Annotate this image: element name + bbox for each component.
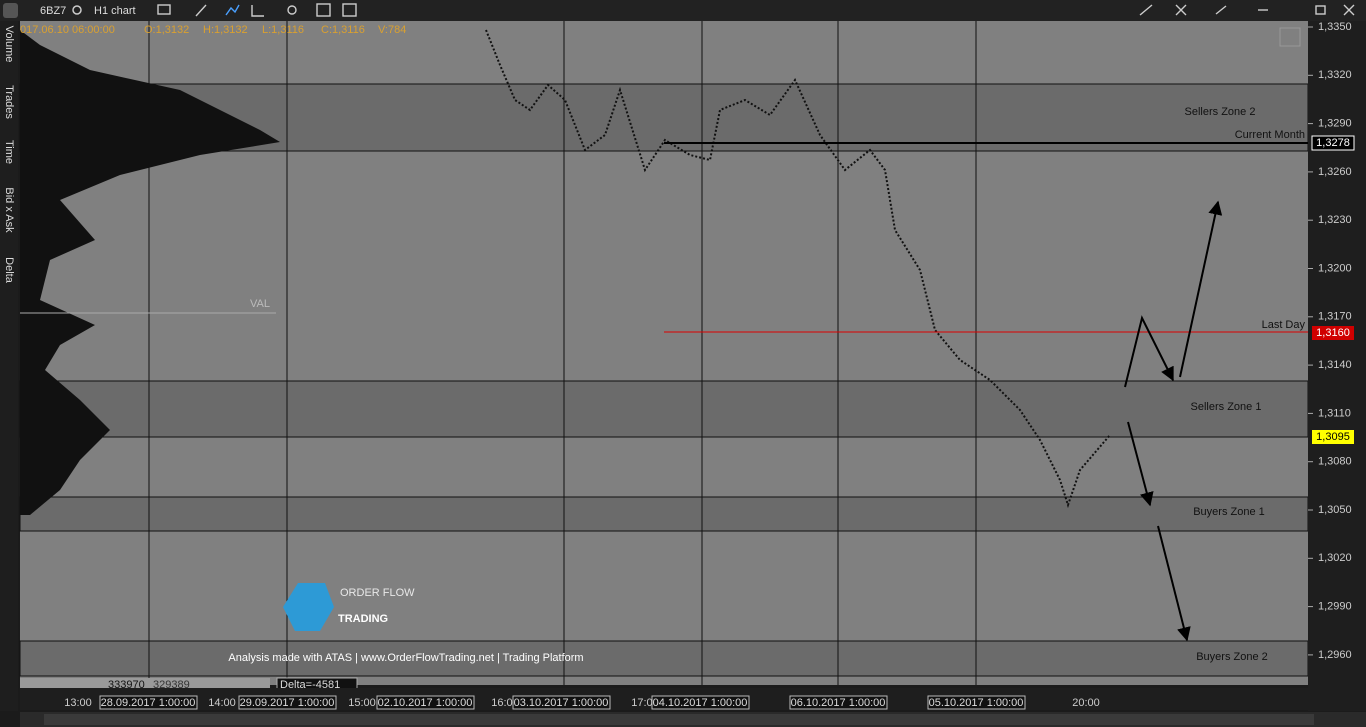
date-label: 05.10.2017 1:00:00 (929, 697, 1024, 709)
current-month-price: 1,3278 (1316, 137, 1350, 149)
side-tab[interactable]: Trades (3, 85, 15, 119)
price-label: 1,3320 (1318, 69, 1352, 81)
price-path (485, 29, 1111, 509)
last-day-price: 1,3160 (1316, 327, 1350, 339)
marker-box (1312, 326, 1354, 340)
date-label: 28.09.2017 1:00:00 (101, 697, 196, 709)
side-tab[interactable]: Time (3, 140, 15, 164)
date-box (512, 695, 611, 710)
price-label: 1,3350 (1318, 21, 1352, 33)
delta: Delta=-4581 (280, 679, 340, 691)
scroll-thumb[interactable] (44, 714, 1314, 725)
app-logo[interactable] (3, 3, 18, 18)
date-box (376, 695, 475, 710)
time-label: 16:00 (491, 697, 519, 709)
last-day-label: Last Day (1262, 319, 1306, 331)
ohlc-info: O:1,3132 (144, 24, 189, 36)
date-box (789, 695, 888, 710)
watermark-logo (283, 583, 334, 631)
date-box (651, 695, 750, 710)
last-price: 1,3095 (1316, 431, 1350, 443)
toolbar (0, 0, 1366, 21)
scroll-end-button[interactable] (1279, 27, 1301, 47)
date-label: 06.10.2017 1:00:00 (791, 697, 886, 709)
price-label: 1,3110 (1318, 407, 1351, 419)
price-label: 1,3140 (1318, 359, 1352, 371)
date-label: 03.10.2017 1:00:00 (514, 697, 609, 709)
date-box (927, 695, 1026, 710)
marker-box (1311, 135, 1355, 151)
price-label: 1,3020 (1318, 552, 1352, 564)
current-month-label: Current Month (1235, 129, 1305, 141)
zone-label: Sellers Zone 1 (1191, 401, 1262, 413)
date-label: 29.09.2017 1:00:00 (240, 697, 335, 709)
zone-label: Sellers Zone 2 (1185, 106, 1256, 118)
ohlc-info: C:1,3116 (321, 24, 365, 36)
time-label: 15:00 (348, 697, 376, 709)
val-label: VAL (250, 298, 270, 310)
volume-profile (20, 30, 280, 515)
timeframe[interactable]: H1 chart (94, 5, 136, 17)
watermark-line1: ORDER FLOW (340, 587, 415, 599)
price-label: 1,3290 (1318, 118, 1352, 130)
price-label: 1,3230 (1318, 214, 1352, 226)
date-label: 02.10.2017 1:00:00 (378, 697, 473, 709)
ohlc-info: V:784 (378, 24, 406, 36)
side-tab[interactable]: Delta (3, 257, 15, 284)
price-label: 1,3080 (1318, 456, 1352, 468)
price-label: 1,3170 (1318, 311, 1352, 323)
ohlc-info: 017.06.10 06:00:00 (20, 24, 115, 36)
price-label: 1,3260 (1318, 166, 1352, 178)
zone-band (19, 380, 1309, 438)
side-tab[interactable]: Volume (3, 26, 15, 63)
stat: 333970 (108, 679, 145, 691)
zone-band (19, 496, 1309, 532)
symbol[interactable]: 6BZ7 (40, 5, 66, 17)
side-tab[interactable]: Bid x Ask (3, 187, 15, 233)
watermark-caption: Analysis made with ATAS | www.OrderFlowT… (228, 652, 583, 664)
side-tab-strip (0, 21, 18, 711)
time-label: 20:00 (1072, 697, 1100, 709)
ohlc-info: L:1,3116 (262, 24, 304, 36)
ohlc-info: H:1,3132 (203, 24, 248, 36)
price-label: 1,3050 (1318, 504, 1352, 516)
arrows (1124, 200, 1223, 642)
zone-band (19, 640, 1309, 677)
date-box (99, 695, 198, 710)
zone-label: Buyers Zone 2 (1196, 651, 1268, 663)
toolbar-icons[interactable] (157, 3, 1355, 17)
time-label: 14:00 (208, 697, 236, 709)
marker-box (1312, 430, 1354, 444)
date-label: 04.10.2017 1:00:00 (653, 697, 748, 709)
stats-bar (20, 678, 270, 688)
price-label: 1,2960 (1318, 649, 1352, 661)
watermark-line2: TRADING (338, 613, 388, 625)
zone-label: Buyers Zone 1 (1193, 506, 1265, 518)
search-icon[interactable] (72, 5, 82, 15)
time-label: 13:00 (64, 697, 92, 709)
grid (148, 21, 977, 685)
date-box (238, 695, 337, 710)
stat: 329389 (153, 679, 190, 691)
price-label: 1,3200 (1318, 262, 1352, 274)
price-label: 1,2990 (1318, 601, 1352, 613)
